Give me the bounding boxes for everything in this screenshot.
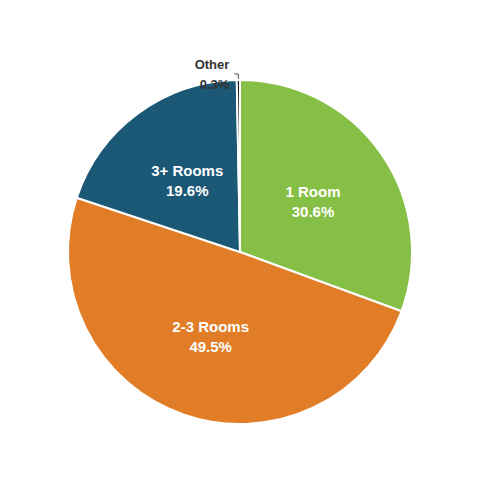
svg-text:3+ Rooms: 3+ Rooms [151,162,223,179]
svg-text:30.6%: 30.6% [292,203,335,220]
svg-text:Other: Other [195,57,230,72]
svg-text:0.3%: 0.3% [200,77,230,92]
svg-text:19.6%: 19.6% [166,182,209,199]
svg-text:1 Room: 1 Room [285,183,340,200]
svg-text:2-3 Rooms: 2-3 Rooms [172,318,249,335]
svg-text:49.5%: 49.5% [189,338,232,355]
